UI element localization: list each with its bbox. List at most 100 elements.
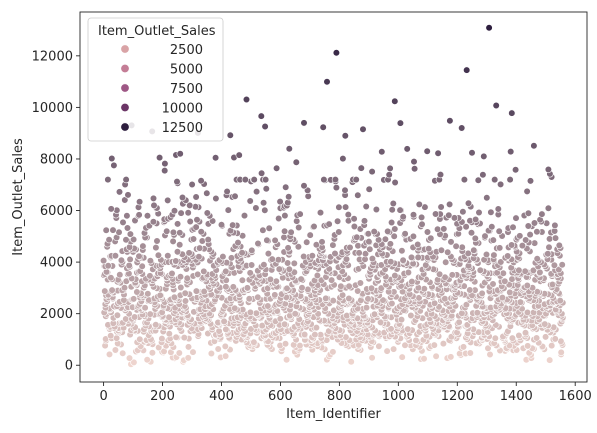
data-point [404,325,412,333]
data-point [178,193,187,202]
legend-marker [120,83,130,93]
y-tick-label: 10000 [32,101,73,116]
data-point [555,241,563,249]
data-point [312,241,321,249]
data-point [407,253,416,261]
data-point [238,249,246,257]
data-point [362,304,371,312]
data-point [418,213,426,221]
data-point [240,212,249,220]
data-point [516,298,525,306]
data-point [109,226,117,234]
data-point [391,225,399,233]
data-point [104,262,112,270]
data-point [280,233,288,241]
data-point [555,266,563,274]
data-point [108,154,116,163]
data-point [483,194,491,202]
data-point [484,344,492,352]
data-point [164,252,172,260]
data-point [273,164,281,172]
data-point [163,227,171,235]
data-point [353,233,361,241]
data-point [177,283,185,292]
data-point [186,201,194,209]
data-point [506,176,514,184]
legend-title: Item_Outlet_Sales [98,24,216,39]
data-point [501,277,509,285]
data-point [319,123,327,131]
data-point [173,178,181,186]
data-point [370,310,379,318]
data-point [452,242,460,250]
data-point [220,317,228,326]
data-point [420,285,428,293]
data-point [386,240,395,248]
x-tick-label: 1400 [500,389,533,404]
data-point [506,288,514,297]
data-point [388,299,396,308]
data-point [414,240,422,249]
data-point [508,334,517,342]
x-tick-label: 1600 [559,389,592,404]
data-point [158,335,166,343]
data-point [491,176,499,184]
data-point [263,236,271,244]
data-point [248,246,256,254]
data-point [161,160,169,168]
data-point [222,325,230,334]
data-point [388,206,396,214]
data-point [491,334,499,342]
data-point [146,257,154,265]
data-point [391,272,399,280]
data-point [130,358,138,367]
data-point [468,149,476,157]
data-point [544,165,553,174]
data-point [223,187,231,196]
data-point [165,330,173,338]
data-point [176,150,184,158]
data-point [254,239,262,248]
data-point [146,272,154,280]
data-point [345,282,353,290]
data-point [197,228,205,236]
data-point [403,145,411,153]
data-point [548,280,557,289]
data-point [282,183,290,191]
data-point [551,335,559,343]
data-point [189,348,197,356]
data-point [130,235,138,244]
legend-marker [120,122,130,132]
data-point [296,342,304,350]
data-point [184,354,192,362]
data-point [141,304,149,312]
data-point [192,193,200,201]
data-point [344,211,352,219]
data-point [120,284,129,292]
data-point [180,334,188,342]
data-point [350,222,359,231]
data-point [404,268,413,277]
data-point [303,238,311,246]
legend-label: 5000 [170,63,203,78]
data-point [284,199,292,207]
data-point [345,294,353,303]
data-point [386,164,394,172]
data-point [296,210,304,218]
data-point [390,232,398,240]
data-point [131,313,139,321]
data-point [423,147,431,155]
data-point [524,342,532,350]
data-point [341,186,349,194]
data-point [268,255,276,263]
data-point [486,350,494,359]
data-point [198,237,206,245]
data-point [214,345,222,353]
data-point [265,224,273,232]
data-point [252,204,260,212]
data-point [227,254,236,262]
data-point [488,223,496,231]
data-point [150,201,158,209]
data-point [169,237,177,245]
x-tick-label: 0 [99,389,107,404]
